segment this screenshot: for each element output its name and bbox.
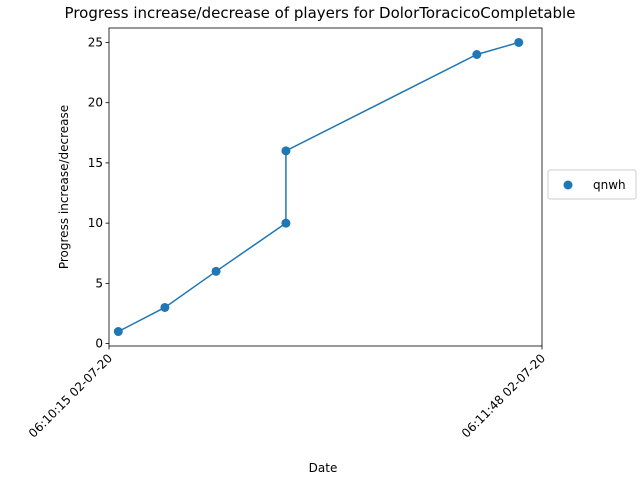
legend: qnwh <box>547 169 637 200</box>
x-tick-label: 06:10:15 02-07-20 <box>26 351 115 440</box>
y-tick-label: 10 <box>88 216 103 230</box>
chart-title: Progress increase/decrease of players fo… <box>65 4 576 22</box>
y-tick-label: 25 <box>88 35 103 49</box>
legend-marker <box>563 180 573 190</box>
legend-label: qnwh <box>593 178 626 192</box>
data-point-0-0 <box>113 327 123 337</box>
y-tick-label: 5 <box>95 276 103 290</box>
series-line-qnwh <box>117 41 519 333</box>
plot-frame <box>108 27 543 347</box>
x-tick-label: 06:11:48 02-07-20 <box>459 351 548 440</box>
plot-area <box>113 37 524 337</box>
data-point-0-4 <box>281 146 291 156</box>
y-tick-label: 15 <box>88 156 103 170</box>
data-point-0-2 <box>211 266 221 276</box>
data-point-0-3 <box>281 218 291 228</box>
x-axis: 06:10:15 02-07-20 06:11:48 02-07-20 <box>26 346 548 440</box>
y-axis-label: Progress increase/decrease <box>57 105 71 269</box>
y-tick-label: 20 <box>88 96 103 110</box>
data-point-0-5 <box>472 50 482 59</box>
legend-box <box>547 169 637 200</box>
data-point-0-6 <box>514 37 524 47</box>
y-tick-label: 0 <box>95 337 103 351</box>
x-axis-label: Date <box>309 461 338 475</box>
y-axis: 0 5 10 15 20 25 <box>88 35 109 351</box>
data-point-0-1 <box>160 302 170 312</box>
